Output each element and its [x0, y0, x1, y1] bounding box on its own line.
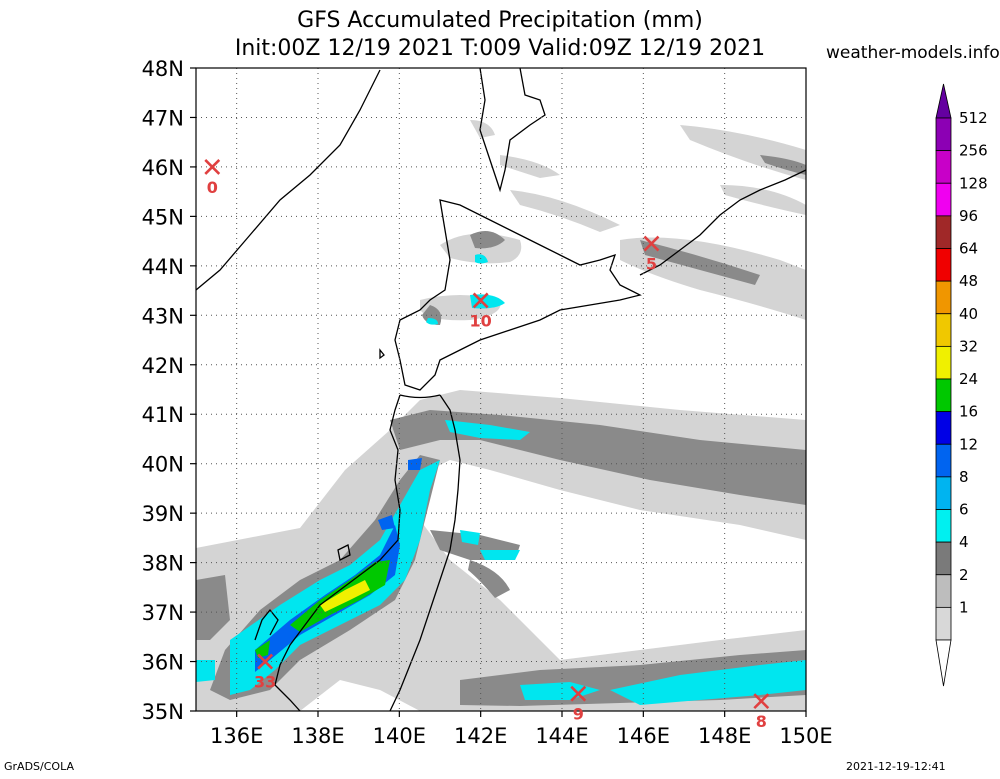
- lat-tick-label: 37N: [142, 601, 184, 625]
- colorbar-label: 256: [959, 142, 988, 160]
- station-value: 10: [470, 311, 492, 330]
- station-markers: 0 10 5 33 9 8: [204, 159, 770, 731]
- station-marker: 9: [570, 685, 587, 724]
- colorbar-label: 40: [959, 305, 978, 323]
- station-cross-b: [753, 693, 770, 710]
- colorbar-swatch: [935, 476, 952, 510]
- colorbar-label: 2: [959, 566, 969, 584]
- footer-software: GrADS/COLA: [4, 760, 74, 773]
- lat-tick-label: 38N: [142, 552, 184, 576]
- colorbar-swatch: [935, 541, 952, 576]
- colorbar-label: 32: [959, 337, 978, 355]
- lat-tick-label: 47N: [142, 106, 184, 130]
- station-cross-b: [257, 653, 274, 670]
- colorbar-label: 4: [959, 533, 969, 551]
- lat-tick-label: 44N: [142, 255, 184, 279]
- colorbar-swatch: [935, 215, 952, 249]
- lat-tick-label: 36N: [142, 651, 184, 675]
- station-marker: 0: [204, 159, 221, 197]
- colorbar-label: 16: [959, 403, 978, 421]
- colorbar-swatch: [935, 443, 952, 478]
- lat-tick-label: 42N: [142, 354, 184, 378]
- colorbar-label: 96: [959, 207, 978, 225]
- colorbar-swatch: [935, 313, 952, 347]
- colorbar-label: 6: [959, 501, 969, 519]
- chart-subtitle: Init:00Z 12/19 2021 T:009 Valid:09Z 12/1…: [234, 36, 766, 61]
- station-value: 0: [207, 178, 218, 197]
- colorbar-swatch: [935, 248, 952, 282]
- lat-tick-label: 41N: [142, 403, 184, 427]
- lat-tick-label: 43N: [142, 304, 184, 328]
- station-marker: 33: [254, 653, 276, 692]
- station-value: 5: [646, 255, 657, 274]
- station-cross-b: [570, 685, 587, 702]
- colorbar-label: 24: [959, 370, 978, 388]
- lon-tick-label: 142E: [454, 724, 507, 748]
- station-cross-b: [204, 159, 221, 175]
- coastline: [196, 68, 806, 711]
- lon-tick-label: 146E: [617, 724, 670, 748]
- station-cross-b: [643, 235, 660, 252]
- colorbar-swatch: [935, 606, 952, 641]
- lat-tick-label: 48N: [142, 57, 184, 81]
- lon-tick-label: 140E: [373, 724, 426, 748]
- colorbar-swatch: [935, 345, 952, 380]
- colorbar-label: 48: [959, 272, 978, 290]
- colorbar-label: 1: [959, 598, 969, 616]
- lon-tick-label: 138E: [291, 724, 344, 748]
- lat-tick-label: 39N: [142, 502, 184, 526]
- lon-tick-label: 144E: [535, 724, 588, 748]
- colorbar-label: 512: [959, 109, 988, 127]
- footer-timestamp: 2021-12-19-12:41: [846, 760, 946, 773]
- colorbar-label: 128: [959, 174, 988, 192]
- site-credit: weather-models.info: [826, 43, 1000, 63]
- colorbar-swatch: [935, 117, 952, 152]
- precipitation-field: [196, 68, 806, 711]
- station-value: 8: [756, 712, 767, 731]
- colorbar-label: 64: [959, 240, 978, 258]
- colorbar-bottom-arrow: [935, 639, 952, 687]
- colorbar-swatch: [935, 378, 952, 413]
- lon-tick-label: 136E: [210, 724, 263, 748]
- precip-level-6: [320, 580, 370, 612]
- colorbar-swatch: [935, 411, 952, 445]
- colorbar-label: 12: [959, 435, 978, 453]
- colorbar-swatch: [935, 182, 952, 217]
- station-marker: 5: [643, 235, 660, 274]
- station-value: 9: [573, 705, 584, 724]
- axis-ticks: 136E 138E 140E 142E 144E 146E 148E 150E 35N 36N 37…: [142, 57, 833, 748]
- colorbar-swatch: [935, 150, 952, 184]
- map-frame: [195, 67, 807, 712]
- station-marker: 10: [470, 292, 492, 330]
- colorbar-swatch: [935, 574, 952, 608]
- lat-tick-label: 46N: [142, 156, 184, 180]
- colorbar-swatch: [935, 509, 952, 543]
- colorbar-top-arrow: [935, 83, 952, 119]
- station-value: 33: [254, 673, 276, 692]
- lat-tick-label: 40N: [142, 453, 184, 477]
- station-cross-b: [472, 292, 489, 309]
- lon-tick-label: 150E: [779, 724, 832, 748]
- lat-tick-label: 35N: [142, 700, 184, 724]
- colorbar-label: 8: [959, 468, 969, 486]
- colorbar-swatch: [935, 280, 952, 315]
- lon-tick-label: 148E: [698, 724, 751, 748]
- chart-title: GFS Accumulated Precipitation (mm): [297, 8, 703, 33]
- station-marker: 8: [753, 693, 770, 731]
- lat-tick-label: 45N: [142, 205, 184, 229]
